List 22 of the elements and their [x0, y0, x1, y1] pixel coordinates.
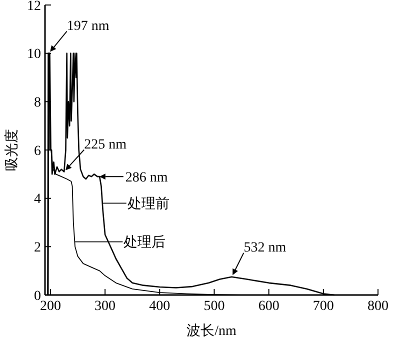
y-tick-label: 6 — [34, 144, 41, 159]
x-tick-label: 400 — [149, 299, 170, 314]
y-tick-label: 4 — [34, 192, 41, 208]
x-tick-label: 500 — [204, 299, 225, 314]
x-tick-label: 700 — [312, 299, 334, 314]
y-tick-label: 12 — [27, 0, 41, 14]
legend-label: 处理后 — [124, 234, 166, 251]
legend-label: 处理前 — [127, 196, 170, 212]
x-axis-title: 波长/nm — [186, 323, 236, 339]
annotation: 225 nm — [84, 137, 127, 152]
annotation: 197 nm — [66, 18, 110, 34]
x-tick-label: 800 — [368, 299, 388, 314]
y-tick-label: 10 — [27, 47, 41, 62]
y-tick-label: 2 — [34, 240, 41, 256]
annotation: 286 nm — [125, 170, 168, 186]
y-tick-label: 8 — [34, 96, 41, 111]
y-tick-label: 0 — [34, 288, 41, 304]
x-tick-label: 600 — [258, 299, 280, 314]
x-tick-label: 300 — [94, 299, 116, 314]
y-axis-title: 吸光度 — [4, 129, 20, 171]
x-tick-label: 200 — [40, 299, 61, 314]
annotation: 532 nm — [244, 240, 286, 256]
